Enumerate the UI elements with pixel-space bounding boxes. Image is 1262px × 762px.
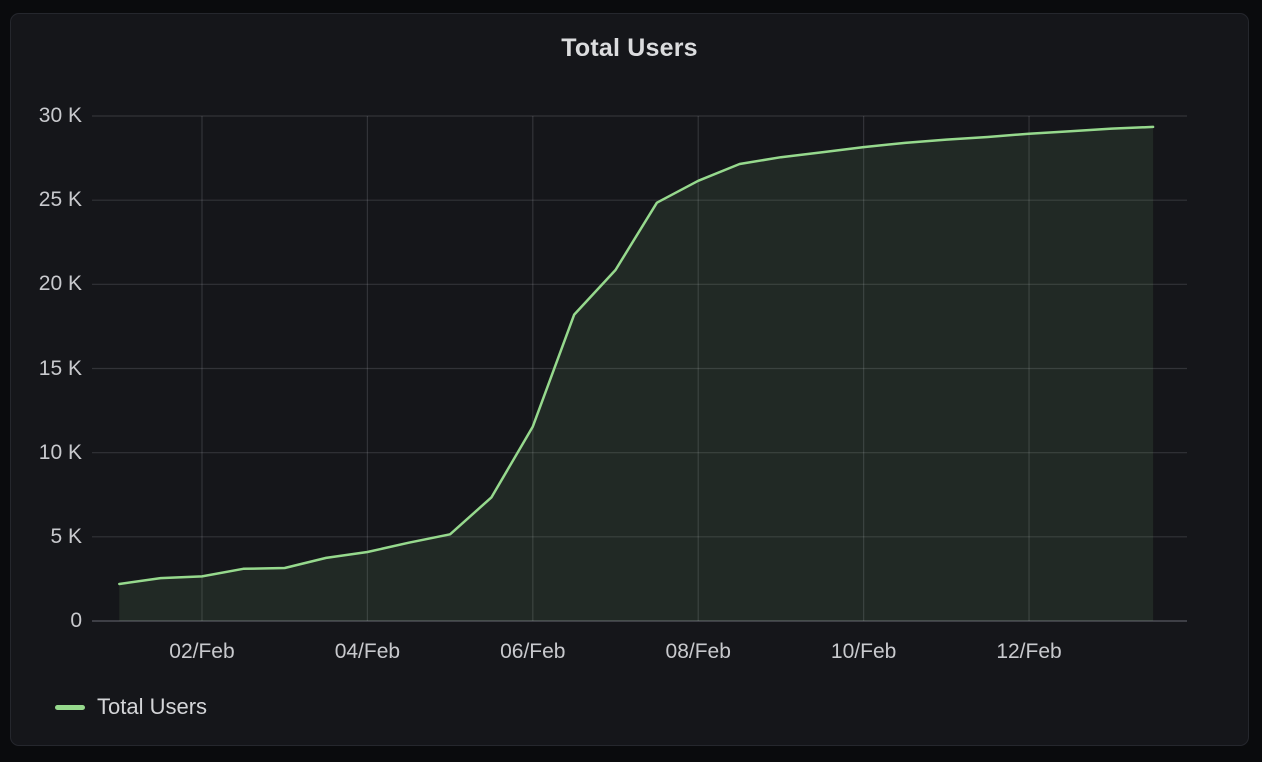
series-color-dash-icon (55, 704, 85, 710)
x-tick-label: 04/Feb (334, 640, 401, 663)
y-tick-label: 5 K (50, 524, 82, 548)
x-tick-label: 06/Feb (500, 640, 566, 663)
x-tick-label: 10/Feb (830, 640, 897, 663)
legend-label: Total Users (97, 694, 208, 719)
y-tick-label: 25 K (38, 188, 82, 212)
series-line (118, 125, 1155, 586)
x-tick-label: 08/Feb (665, 640, 731, 663)
y-tick-label: 10 K (38, 440, 82, 464)
y-tick-label: 20 K (38, 272, 82, 296)
x-tick-label: 12/Feb (996, 640, 1062, 663)
y-tick-label: 15 K (38, 356, 82, 380)
y-tick-label: 0 (70, 609, 82, 632)
chart-panel (10, 13, 1249, 746)
x-tick-label: 02/Feb (169, 640, 235, 663)
series-area (119, 126, 1154, 622)
y-tick-label: 30 K (38, 104, 82, 127)
panel-title: Total Users (561, 34, 698, 62)
legend-item-total-users[interactable]: Total Users (55, 693, 207, 721)
